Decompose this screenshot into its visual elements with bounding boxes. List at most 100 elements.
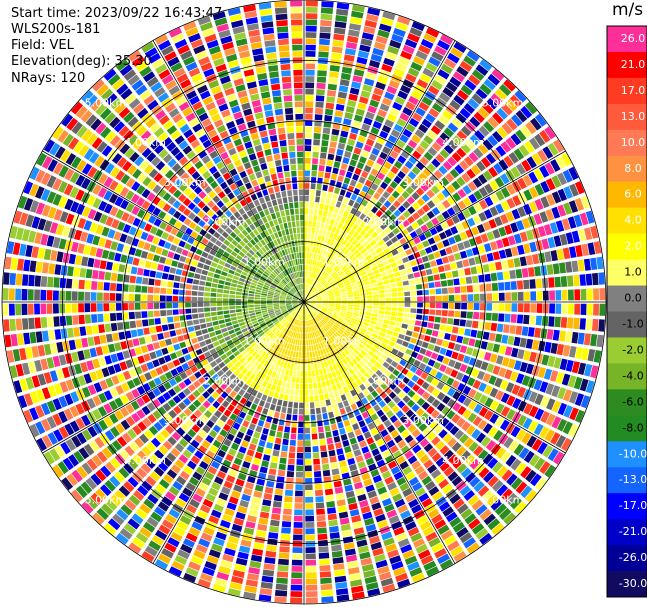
range-bin <box>322 229 327 236</box>
range-bin <box>344 484 354 492</box>
range-bin <box>486 252 494 262</box>
range-bin <box>377 318 384 323</box>
range-bin <box>451 270 459 278</box>
range-bin <box>19 243 27 256</box>
range-bin <box>262 427 269 435</box>
range-bin <box>310 183 316 190</box>
range-bin <box>486 342 494 352</box>
range-bin <box>243 487 253 496</box>
range-bin <box>363 165 372 173</box>
range-bin <box>61 477 74 491</box>
range-bin <box>396 281 403 287</box>
range-bin <box>297 427 304 434</box>
range-bin <box>266 480 275 488</box>
range-bin <box>473 391 483 402</box>
range-bin <box>397 56 410 66</box>
range-bin <box>345 363 352 370</box>
range-bin <box>311 227 316 234</box>
range-bin <box>354 296 360 300</box>
range-bin <box>130 329 138 338</box>
range-bin <box>287 330 291 336</box>
range-bin <box>569 246 577 258</box>
range-bin <box>103 523 117 536</box>
range-bin <box>269 333 275 339</box>
range-bin <box>309 285 313 291</box>
range-bin <box>305 0 318 7</box>
range-bin <box>506 473 518 486</box>
range-bin <box>480 293 486 301</box>
range-bin <box>287 350 291 356</box>
range-bin <box>584 363 593 377</box>
range-bin <box>476 432 486 444</box>
range-bin <box>462 409 472 419</box>
range-bin <box>377 565 390 575</box>
range-bin <box>382 449 391 458</box>
range-bin <box>363 232 370 240</box>
range-bin <box>484 196 494 207</box>
range-bin <box>258 320 265 325</box>
range-bin <box>465 276 473 284</box>
range-bin <box>451 380 460 389</box>
range-bin <box>172 302 179 309</box>
range-bin <box>308 293 313 298</box>
range-bin <box>457 394 467 404</box>
range-bin <box>241 302 248 305</box>
range-bin <box>40 303 47 315</box>
range-bin <box>264 486 274 494</box>
range-bin <box>389 107 400 117</box>
range-bin <box>336 319 343 324</box>
range-bin <box>245 414 253 422</box>
range-bin <box>185 302 191 308</box>
range-bin <box>335 302 342 304</box>
range-bin <box>292 553 303 560</box>
range-bin <box>440 221 449 230</box>
range-bin <box>259 322 266 327</box>
range-bin <box>331 316 337 321</box>
range-bin <box>252 457 261 466</box>
range-bin <box>482 102 494 114</box>
range-bin <box>380 166 389 175</box>
range-bin <box>405 521 417 531</box>
range-bin <box>378 289 385 294</box>
range-bin <box>326 159 334 167</box>
range-bin <box>456 446 467 457</box>
range-bin <box>205 317 212 323</box>
range-bin <box>311 311 316 317</box>
range-bin <box>223 346 230 353</box>
range-bin <box>308 305 314 310</box>
range-bin <box>125 416 136 427</box>
range-bin <box>585 273 593 286</box>
range-bin <box>463 240 471 249</box>
range-bin <box>320 222 325 229</box>
range-bin <box>333 274 339 280</box>
range-bin <box>319 394 325 401</box>
range-bin <box>326 331 332 337</box>
range-bin <box>248 443 257 451</box>
range-bin <box>210 287 217 293</box>
range-bin <box>312 318 317 324</box>
range-bin <box>355 141 364 149</box>
range-bin <box>480 157 491 168</box>
range-bin <box>160 280 168 287</box>
range-bin <box>348 253 355 260</box>
range-bin <box>153 377 162 386</box>
range-bin <box>562 247 571 260</box>
range-bin <box>480 361 489 371</box>
range-bin <box>432 102 443 113</box>
range-bin <box>187 345 195 353</box>
range-bin <box>450 47 464 59</box>
range-bin <box>451 180 461 191</box>
range-bin <box>355 345 362 352</box>
range-bin <box>327 330 333 336</box>
range-bin <box>369 59 381 69</box>
range-bin <box>379 465 389 474</box>
range-bin <box>345 205 352 212</box>
range-bin <box>269 313 276 317</box>
range-bin <box>585 210 595 224</box>
range-bin <box>396 455 406 465</box>
range-bin <box>305 597 318 604</box>
range-bin <box>323 333 328 340</box>
range-bin <box>482 170 493 181</box>
range-bin <box>224 281 231 286</box>
range-bin <box>291 318 296 324</box>
